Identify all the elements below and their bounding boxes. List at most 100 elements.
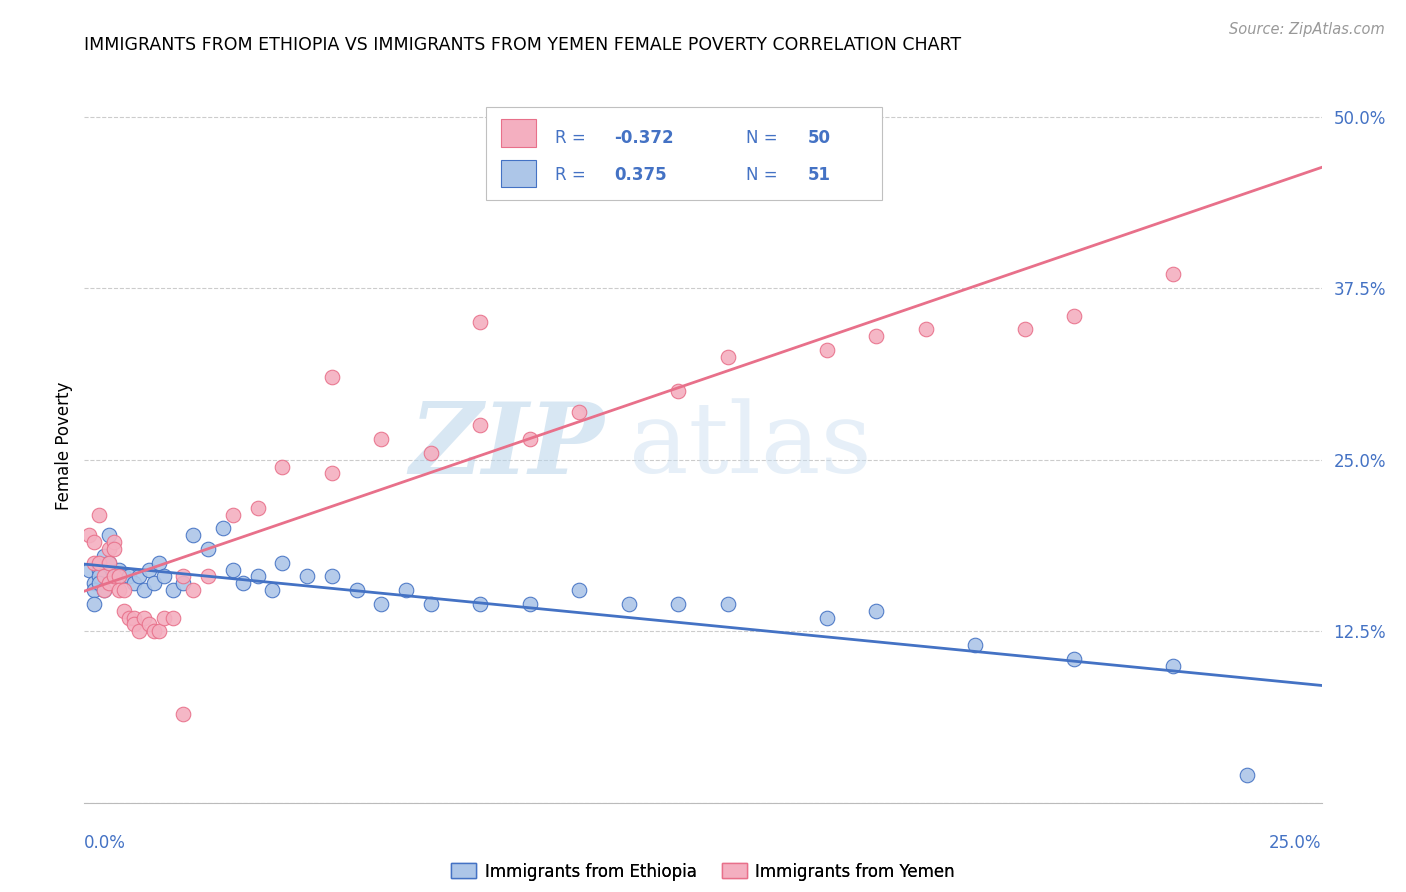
Point — [103, 535, 125, 549]
Point — [1014, 322, 1036, 336]
Point — [93, 549, 115, 563]
Text: -0.372: -0.372 — [614, 128, 673, 146]
Point — [370, 432, 392, 446]
Point — [1063, 651, 1085, 665]
Point — [172, 706, 194, 721]
Point — [470, 418, 492, 433]
Text: IMMIGRANTS FROM ETHIOPIA VS IMMIGRANTS FROM YEMEN FEMALE POVERTY CORRELATION CHA: IMMIGRANTS FROM ETHIOPIA VS IMMIGRANTS F… — [84, 36, 962, 54]
Point — [98, 528, 121, 542]
Point — [914, 322, 936, 336]
Point — [212, 521, 235, 535]
Point — [246, 500, 269, 515]
Point — [162, 583, 184, 598]
Text: R =: R = — [554, 166, 591, 184]
Point — [89, 562, 111, 576]
Point — [89, 576, 111, 591]
Point — [222, 562, 245, 576]
Point — [865, 329, 887, 343]
Point — [568, 405, 591, 419]
Point — [148, 624, 170, 639]
Point — [815, 610, 838, 624]
Point — [815, 343, 838, 357]
Point — [83, 597, 105, 611]
Point — [122, 576, 145, 591]
Point — [1236, 768, 1258, 782]
Point — [519, 597, 541, 611]
Point — [271, 556, 294, 570]
Point — [197, 569, 219, 583]
Text: 25.0%: 25.0% — [1270, 834, 1322, 852]
Point — [79, 528, 101, 542]
FancyBboxPatch shape — [502, 120, 536, 146]
Point — [717, 597, 740, 611]
Point — [152, 610, 174, 624]
Point — [519, 432, 541, 446]
Text: ZIP: ZIP — [409, 398, 605, 494]
Point — [172, 576, 194, 591]
Text: R =: R = — [554, 128, 591, 146]
Point — [222, 508, 245, 522]
Y-axis label: Female Poverty: Female Poverty — [55, 382, 73, 510]
Point — [262, 583, 284, 598]
Point — [617, 597, 640, 611]
Point — [232, 576, 254, 591]
Point — [89, 569, 111, 583]
Point — [112, 604, 135, 618]
Point — [152, 569, 174, 583]
Point — [93, 583, 115, 598]
Point — [172, 569, 194, 583]
Point — [108, 583, 131, 598]
Point — [103, 541, 125, 556]
FancyBboxPatch shape — [502, 161, 536, 187]
Point — [122, 617, 145, 632]
Point — [83, 583, 105, 598]
Point — [419, 446, 441, 460]
Point — [1063, 309, 1085, 323]
Point — [321, 370, 343, 384]
Point — [568, 583, 591, 598]
Point — [118, 569, 141, 583]
Point — [148, 556, 170, 570]
Point — [83, 535, 105, 549]
Point — [122, 610, 145, 624]
Point — [128, 624, 150, 639]
Point — [470, 316, 492, 330]
FancyBboxPatch shape — [486, 107, 883, 200]
Text: atlas: atlas — [628, 398, 872, 494]
Point — [108, 562, 131, 576]
Point — [142, 576, 165, 591]
Point — [98, 556, 121, 570]
Point — [419, 597, 441, 611]
Point — [666, 384, 689, 398]
Point — [142, 624, 165, 639]
Point — [83, 556, 105, 570]
Point — [321, 467, 343, 481]
Point — [965, 638, 987, 652]
Point — [98, 576, 121, 591]
Point — [321, 569, 343, 583]
Point — [346, 583, 368, 598]
Point — [112, 569, 135, 583]
Point — [132, 583, 155, 598]
Point — [162, 610, 184, 624]
Point — [128, 569, 150, 583]
Point — [271, 459, 294, 474]
Point — [370, 597, 392, 611]
Point — [246, 569, 269, 583]
Point — [666, 597, 689, 611]
Point — [112, 583, 135, 598]
Text: 0.375: 0.375 — [614, 166, 666, 184]
Text: N =: N = — [747, 128, 783, 146]
Point — [93, 583, 115, 598]
Point — [138, 617, 160, 632]
Point — [1161, 268, 1184, 282]
Point — [93, 569, 115, 583]
Point — [89, 508, 111, 522]
Text: N =: N = — [747, 166, 783, 184]
Point — [295, 569, 318, 583]
Point — [98, 556, 121, 570]
Point — [717, 350, 740, 364]
Point — [717, 171, 740, 186]
Point — [865, 604, 887, 618]
Point — [395, 583, 418, 598]
